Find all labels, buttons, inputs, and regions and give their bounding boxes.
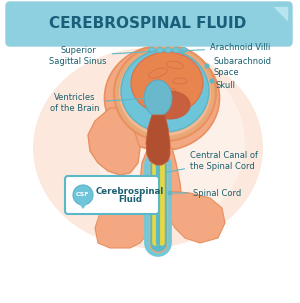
Ellipse shape <box>157 48 164 52</box>
Text: Cerebrospinal: Cerebrospinal <box>96 187 164 195</box>
Circle shape <box>205 64 209 68</box>
Polygon shape <box>140 148 182 220</box>
Text: Spinal Cord: Spinal Cord <box>173 188 241 198</box>
Ellipse shape <box>172 48 179 52</box>
Text: Skull: Skull <box>212 81 236 89</box>
Ellipse shape <box>114 45 216 141</box>
Polygon shape <box>78 202 88 209</box>
Text: Arachnoid Villi: Arachnoid Villi <box>181 44 270 52</box>
Ellipse shape <box>119 50 211 136</box>
Text: Ventricles
of the Brain: Ventricles of the Brain <box>50 93 149 113</box>
FancyBboxPatch shape <box>6 2 292 46</box>
Ellipse shape <box>104 45 220 151</box>
Ellipse shape <box>150 91 190 119</box>
Polygon shape <box>146 115 170 165</box>
Text: Fluid: Fluid <box>118 195 142 205</box>
Text: CEREBROSPINAL FLUID: CEREBROSPINAL FLUID <box>50 15 247 31</box>
Ellipse shape <box>164 48 172 52</box>
Ellipse shape <box>148 48 155 52</box>
Ellipse shape <box>95 63 245 223</box>
Circle shape <box>73 185 93 205</box>
Ellipse shape <box>144 80 172 116</box>
Text: Central Canal of
the Spinal Cord: Central Canal of the Spinal Cord <box>166 151 258 172</box>
Polygon shape <box>272 6 288 22</box>
FancyBboxPatch shape <box>65 176 159 214</box>
Circle shape <box>168 191 172 195</box>
Ellipse shape <box>131 52 203 114</box>
Text: Superior
Sagittal Sinus: Superior Sagittal Sinus <box>49 46 155 66</box>
Polygon shape <box>95 191 225 248</box>
Polygon shape <box>88 108 140 175</box>
Ellipse shape <box>121 50 209 132</box>
Text: CSF: CSF <box>76 191 90 197</box>
Ellipse shape <box>33 48 263 248</box>
Ellipse shape <box>181 48 188 52</box>
Circle shape <box>210 79 214 83</box>
Text: Subarachnoid
Space: Subarachnoid Space <box>207 57 271 77</box>
